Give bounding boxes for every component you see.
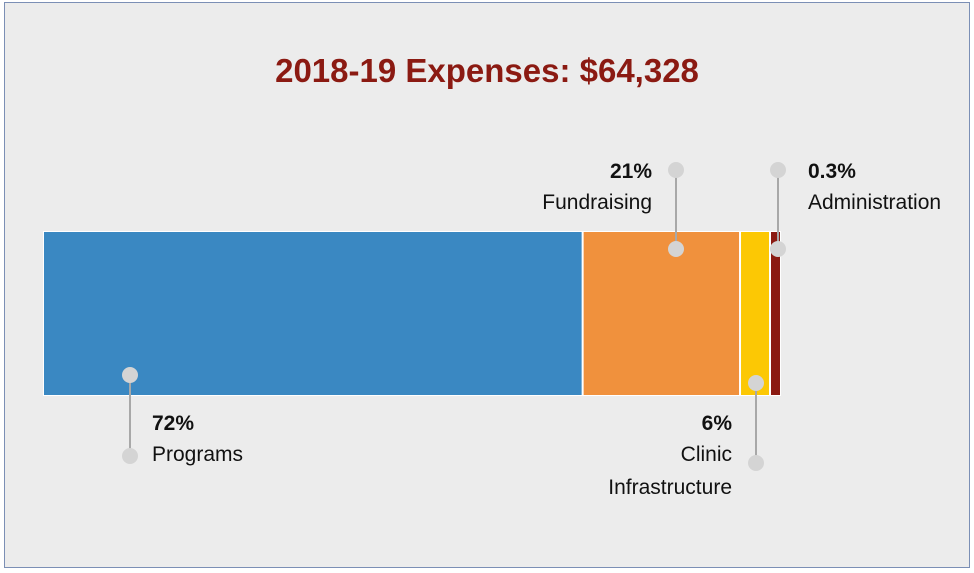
percent-label-administration: 0.3% (808, 160, 856, 183)
chart-title: 2018-19 Expenses: $64,328 (275, 52, 699, 89)
percent-label-clinic-infrastructure: 6% (702, 412, 733, 435)
leader-dot-programs (122, 448, 138, 464)
leader-dot-fundraising (668, 162, 684, 178)
leader-dot-administration (770, 162, 786, 178)
category-label-administration: Administration (808, 191, 941, 214)
category-label-fundraising: Fundraising (542, 191, 652, 214)
bar-segment-administration (771, 232, 780, 395)
leader-dot-programs (122, 367, 138, 383)
leader-dot-clinic-infrastructure (748, 375, 764, 391)
bar-segment-programs (44, 232, 582, 395)
category-label-clinic-infrastructure: Clinic Infrastructure (608, 443, 732, 499)
leader-dot-clinic-infrastructure (748, 455, 764, 471)
bar-segment-clinic-infrastructure (741, 232, 770, 395)
percent-label-fundraising: 21% (610, 160, 652, 183)
leader-dot-administration (770, 241, 786, 257)
category-label-programs: Programs (152, 443, 243, 466)
bar-segment-fundraising (583, 232, 740, 395)
leader-dot-fundraising (668, 241, 684, 257)
percent-label-programs: 72% (152, 412, 194, 435)
